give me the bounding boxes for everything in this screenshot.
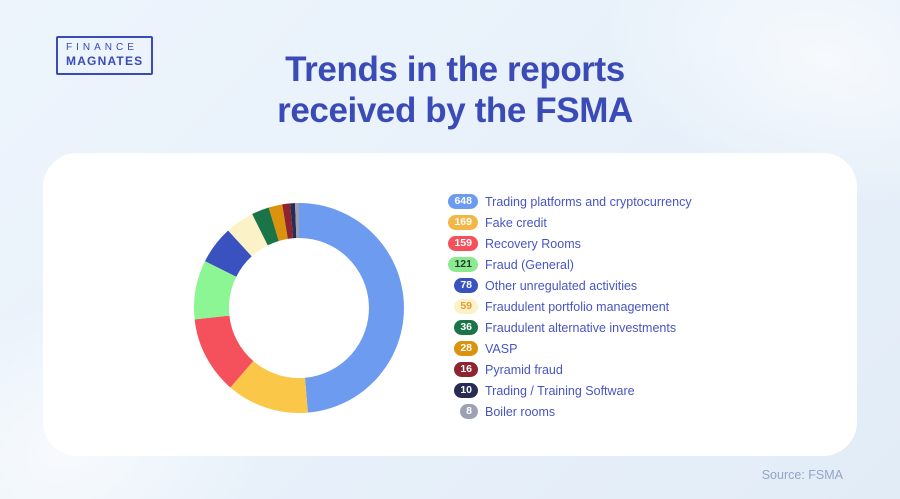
legend-badge-column: 78 bbox=[444, 277, 478, 294]
legend-item: 169 Fake credit bbox=[444, 212, 692, 233]
legend-label: Fraudulent alternative investments bbox=[485, 320, 677, 335]
legend-badge-column: 59 bbox=[444, 298, 478, 315]
legend-label: Pyramid fraud bbox=[485, 362, 563, 377]
donut-slice bbox=[268, 204, 288, 241]
donut-slice bbox=[252, 207, 279, 246]
title-line-2: received by the FSMA bbox=[277, 90, 633, 130]
legend-label: Fraudulent portfolio management bbox=[485, 299, 670, 314]
legend-label: Recovery Rooms bbox=[485, 236, 581, 251]
legend-item: 59 Fraudulent portfolio management bbox=[444, 296, 692, 317]
legend-item: 16 Pyramid fraud bbox=[444, 359, 692, 380]
donut-slice bbox=[295, 203, 299, 239]
legend-value-badge: 169 bbox=[448, 214, 478, 231]
chart-legend: 648 Trading platforms and cryptocurrency 1… bbox=[444, 191, 692, 422]
chart-card: 648 Trading platforms and cryptocurrency 1… bbox=[43, 153, 857, 456]
donut-slice bbox=[299, 203, 404, 413]
legend-badge-column: 8 bbox=[444, 403, 478, 420]
donut-slice bbox=[228, 214, 268, 257]
legend-label: Other unregulated activities bbox=[485, 278, 638, 293]
legend-value-badge: 8 bbox=[460, 403, 478, 420]
donut-slice bbox=[290, 203, 297, 239]
legend-value-badge: 648 bbox=[448, 193, 478, 210]
legend-value-badge: 36 bbox=[454, 319, 478, 336]
legend-item: 28 VASP bbox=[444, 338, 692, 359]
legend-item: 159 Recovery Rooms bbox=[444, 233, 692, 254]
legend-value-badge: 16 bbox=[454, 361, 478, 378]
donut-slice bbox=[194, 315, 254, 388]
legend-item: 10 Trading / Training Software bbox=[444, 380, 692, 401]
legend-badge-column: 159 bbox=[444, 235, 478, 252]
legend-badge-column: 648 bbox=[444, 193, 478, 210]
legend-label: Fraud (General) bbox=[485, 257, 574, 272]
legend-label: Fake credit bbox=[485, 215, 547, 230]
donut-slice bbox=[205, 230, 252, 277]
page-title: Trends in the reports received by the FS… bbox=[150, 50, 760, 131]
legend-item: 121 Fraud (General) bbox=[444, 254, 692, 275]
legend-item: 78 Other unregulated activities bbox=[444, 275, 692, 296]
donut-slice bbox=[282, 203, 294, 239]
legend-item: 648 Trading platforms and cryptocurrency bbox=[444, 191, 692, 212]
legend-label: Trading / Training Software bbox=[485, 383, 635, 398]
legend-badge-column: 16 bbox=[444, 361, 478, 378]
source-attribution: Source: FSMA bbox=[761, 468, 843, 482]
legend-label: VASP bbox=[485, 341, 518, 356]
finance-magnates-logo: FINANCE MAGNATES bbox=[56, 36, 154, 75]
donut-slice bbox=[194, 261, 237, 320]
legend-badge-column: 10 bbox=[444, 382, 478, 399]
logo-text-magnates: MAGNATES bbox=[66, 54, 144, 68]
legend-value-badge: 28 bbox=[454, 340, 478, 357]
legend-value-badge: 78 bbox=[454, 277, 478, 294]
legend-badge-column: 36 bbox=[444, 319, 478, 336]
donut-slice bbox=[230, 361, 308, 413]
donut-chart bbox=[194, 203, 404, 413]
legend-value-badge: 159 bbox=[448, 235, 478, 252]
title-line-1: Trends in the reports bbox=[285, 50, 625, 89]
legend-badge-column: 28 bbox=[444, 340, 478, 357]
legend-badge-column: 169 bbox=[444, 214, 478, 231]
legend-item: 8 Boiler rooms bbox=[444, 401, 692, 422]
legend-value-badge: 59 bbox=[454, 298, 478, 315]
legend-value-badge: 121 bbox=[448, 256, 478, 273]
legend-label: Boiler rooms bbox=[485, 404, 556, 419]
legend-badge-column: 121 bbox=[444, 256, 478, 273]
legend-label: Trading platforms and cryptocurrency bbox=[485, 194, 692, 209]
logo-text-finance: FINANCE bbox=[66, 42, 138, 53]
legend-value-badge: 10 bbox=[454, 382, 478, 399]
legend-item: 36 Fraudulent alternative investments bbox=[444, 317, 692, 338]
